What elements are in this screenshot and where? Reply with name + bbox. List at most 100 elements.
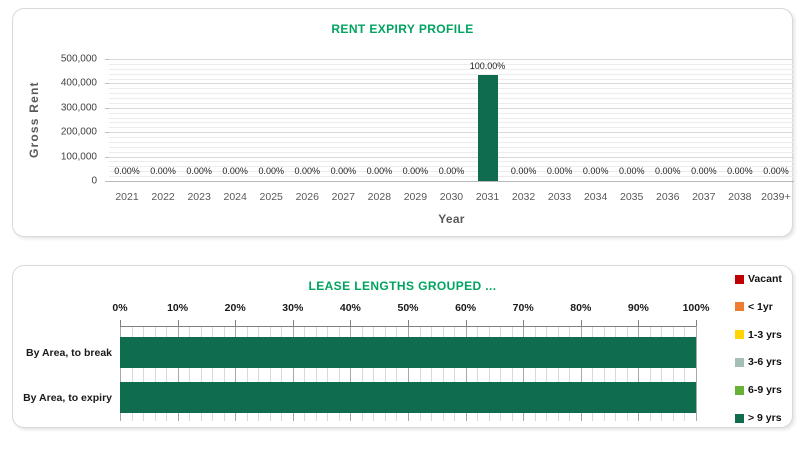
minor-gridline [109,127,794,128]
minor-gridline [420,326,421,421]
minor-gridline [109,137,794,138]
major-gridline [696,326,697,421]
minor-gridline [109,118,794,119]
x-axis-tick [581,320,582,326]
minor-gridline [109,93,794,94]
x-axis-tick [523,320,524,326]
x-axis-tick [178,320,179,326]
major-gridline [178,326,179,421]
minor-gridline [109,152,794,153]
minor-gridline [684,326,685,421]
data-label-2024: 0.00% [222,166,248,176]
data-label-2028: 0.00% [366,166,393,176]
data-label-2021: 0.00% [114,166,140,176]
x-tick-label-2024: 2024 [223,191,247,203]
category-column-2038: 0.00% [722,59,758,181]
minor-gridline [201,326,202,421]
data-label-2023: 0.00% [186,166,212,176]
legend-label: Vacant [748,273,782,285]
x-tick-label-90%: 90% [627,302,649,314]
minor-gridline [569,326,570,421]
x-tick-label-80%: 80% [570,302,592,314]
y-axis-tick-labels: 0 100,000 200,000 300,000 400,000 500,000 [13,54,97,187]
x-tick-label-2021: 2021 [115,191,139,203]
category-column-2031: 100.00% [470,59,506,181]
minor-gridline [592,326,593,421]
minor-gridline [143,326,144,421]
x-axis-tick [466,320,467,326]
legend-label: > 9 yrs [748,412,782,424]
y-axis-tick [105,157,109,158]
minor-gridline [109,79,794,80]
data-label-2025: 0.00% [258,166,284,176]
data-label-2031: 100.00% [469,61,506,71]
category-label: By Area, to expiry [23,391,112,404]
legend-swatch [735,413,744,423]
y-tick-label: 300,000 [60,102,97,114]
major-gridline [109,83,794,84]
category-column-2021: 0.00% [109,59,145,181]
major-gridline [109,108,794,109]
x-tick-label-70%: 70% [512,302,534,314]
legend-swatch [735,302,744,312]
major-gridline [293,326,294,421]
x-tick-label-2031: 2031 [475,191,500,203]
minor-gridline [109,98,794,99]
x-tick-label-2032: 2032 [511,191,536,203]
y-tick-label: 200,000 [60,126,97,138]
minor-gridline [615,326,616,421]
major-gridline [350,326,351,421]
lease-lengths-plot-area [120,320,697,421]
major-gridline [109,157,794,158]
minor-gridline [443,326,444,421]
x-tick-label-2035: 2035 [620,191,644,203]
x-axis-tick [696,320,697,326]
legend-swatch [735,357,744,367]
y-tick-label: 500,000 [60,53,97,65]
x-tick-label-2033: 2033 [547,191,572,203]
minor-gridline [373,326,374,421]
x-tick-label-0%: 0% [112,302,128,314]
minor-gridline [212,326,213,421]
category-column-2033: 0.00% [542,59,578,181]
minor-gridline [109,88,794,89]
minor-gridline [281,326,282,421]
minor-gridline [431,326,432,421]
minor-gridline [109,69,794,70]
minor-gridline [535,326,536,421]
x-axis-tick [235,320,236,326]
data-label-2026: 0.00% [294,166,321,176]
x-tick-label-2027: 2027 [331,191,355,203]
x-tick-label-2037: 2037 [692,191,716,203]
minor-gridline [132,326,133,421]
major-gridline [638,326,639,421]
minor-gridline [109,74,794,75]
x-tick-label-2023: 2023 [187,191,211,203]
category-column-2028: 0.00% [361,59,397,181]
rent-expiry-title: RENT EXPIRY PROFILE [331,22,474,36]
x-tick-label-60%: 60% [455,302,477,314]
minor-gridline [673,326,674,421]
minor-gridline [385,326,386,421]
legend-label: 3-6 yrs [748,356,782,369]
y-axis-tick [105,83,109,84]
x-tick-label-2022: 2022 [151,191,175,203]
legend-swatch [735,274,744,284]
minor-gridline [270,326,271,421]
minor-gridline [247,326,248,421]
category-column-2026: 0.00% [289,59,325,181]
y-tick-label: 100,000 [60,151,97,163]
x-axis-title: Year [438,212,465,226]
minor-gridline [339,326,340,421]
minor-gridline [109,161,794,162]
category-column-2030: 0.00% [433,59,469,181]
category-column-2039+: 0.00% [758,59,794,181]
minor-gridline [109,171,794,172]
data-label-2034: 0.00% [582,166,609,176]
legend-swatch [735,385,744,395]
minor-gridline [604,326,605,421]
minor-gridline [109,166,794,167]
data-label-2030: 0.00% [438,166,465,176]
legend-label: < 1yr [748,300,773,313]
data-label-2038: 0.00% [727,166,753,176]
